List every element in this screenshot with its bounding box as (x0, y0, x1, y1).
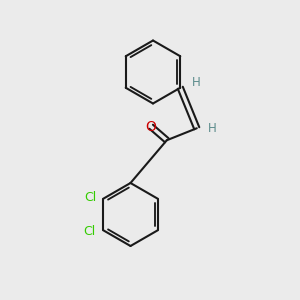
Text: Cl: Cl (84, 225, 96, 238)
Text: H: H (207, 122, 216, 135)
Text: H: H (191, 76, 200, 89)
Text: O: O (146, 120, 157, 134)
Text: Cl: Cl (85, 191, 97, 204)
